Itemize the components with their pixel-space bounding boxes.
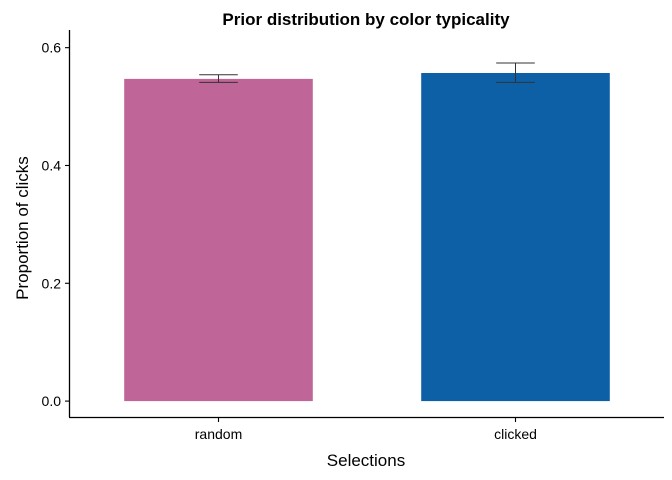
error-bar-clicked (496, 62, 535, 83)
chart-title: Prior distribution by color typicality (222, 10, 510, 29)
y-axis-ticks: 0.0 0.2 0.4 0.6 (42, 40, 70, 409)
y-tick-label: 0.2 (42, 275, 62, 291)
y-tick-label: 0.0 (42, 393, 62, 409)
x-tick-label-random: random (195, 426, 242, 442)
plot-area: 0.0 0.2 0.4 0.6 random clicked (42, 30, 664, 442)
bar-random (124, 78, 313, 402)
error-bars (199, 62, 535, 83)
x-axis-title: Selections (327, 451, 405, 470)
y-tick-label: 0.6 (42, 40, 62, 56)
y-axis-title: Proportion of clicks (13, 156, 32, 300)
x-tick-label-clicked: clicked (494, 426, 537, 442)
y-tick-label: 0.4 (42, 157, 62, 173)
x-axis-ticks: random clicked (195, 417, 537, 442)
bar-clicked (421, 73, 610, 402)
error-bar-random (199, 74, 238, 83)
bars (124, 73, 610, 402)
